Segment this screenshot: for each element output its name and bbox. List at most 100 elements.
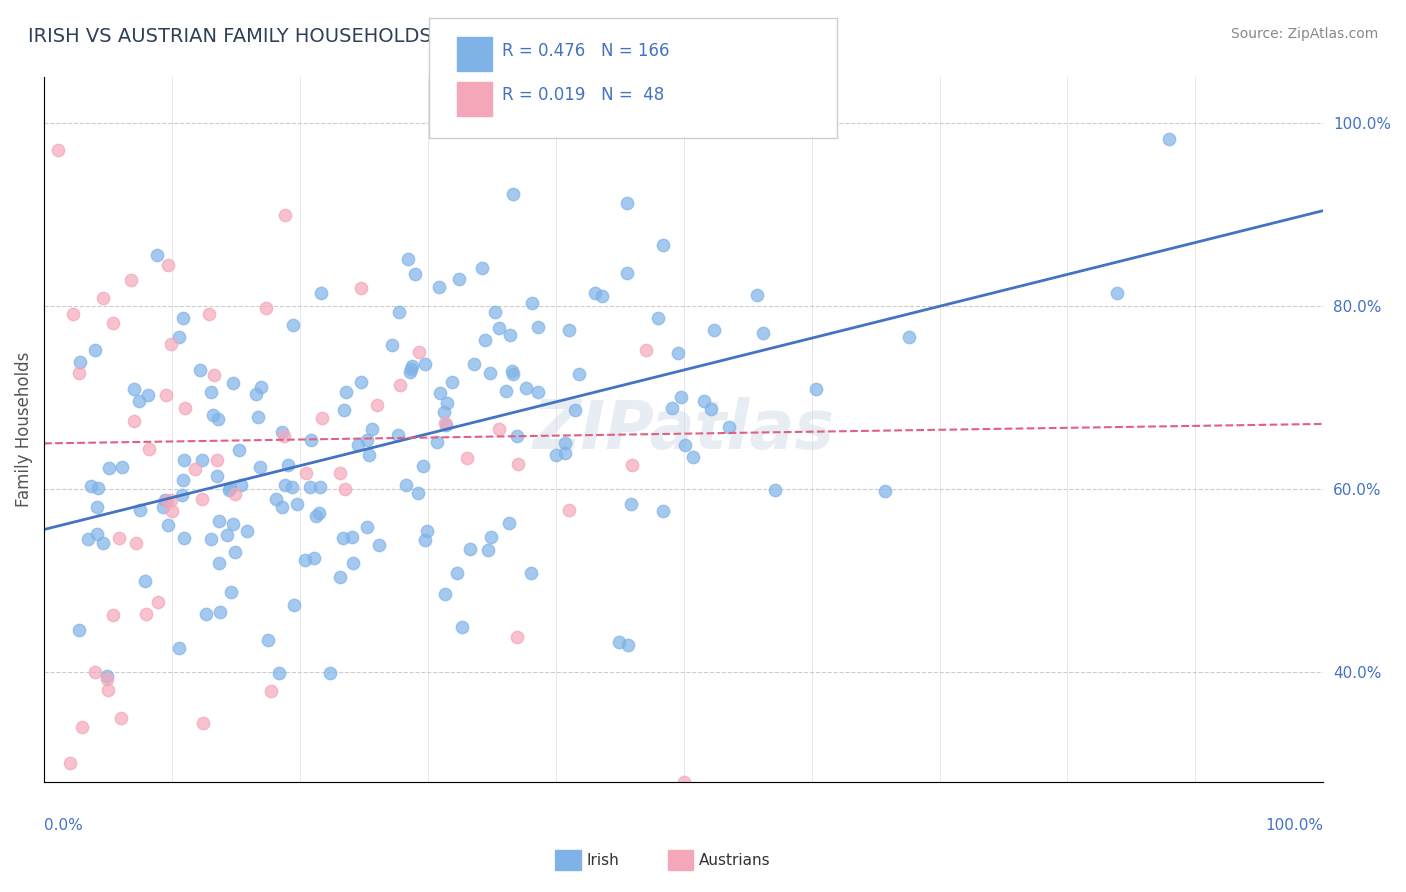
Point — [515, 382, 537, 396]
Point — [554, 446, 576, 460]
Point — [413, 357, 436, 371]
Point — [266, 492, 288, 507]
Point — [107, 531, 129, 545]
Point — [356, 433, 378, 447]
Point — [271, 425, 294, 439]
Point — [86, 500, 108, 515]
Point — [274, 478, 297, 492]
Point — [488, 320, 510, 334]
Point — [96, 669, 118, 683]
Point — [616, 195, 638, 210]
Point — [451, 620, 474, 634]
Point — [84, 665, 107, 679]
Point — [647, 311, 669, 326]
Point — [634, 343, 657, 357]
Point — [506, 429, 529, 443]
Text: Source: ZipAtlas.com: Source: ZipAtlas.com — [1230, 27, 1378, 41]
Text: 100.0%: 100.0% — [1265, 818, 1323, 833]
Point — [277, 458, 299, 472]
Point — [460, 541, 482, 556]
Point — [350, 375, 373, 389]
Point — [520, 566, 543, 581]
Point — [471, 260, 494, 275]
Point — [463, 357, 485, 371]
Point — [155, 492, 177, 507]
Text: ZIPatlas: ZIPatlas — [533, 397, 835, 463]
Point — [433, 404, 456, 418]
Point — [173, 453, 195, 467]
Point — [207, 452, 229, 467]
Point — [501, 364, 523, 378]
Point — [101, 607, 124, 622]
Point — [205, 468, 228, 483]
Point — [387, 428, 409, 442]
Point — [479, 367, 502, 381]
Point — [682, 450, 704, 464]
Point — [84, 343, 107, 357]
Point — [174, 401, 197, 415]
Point — [502, 367, 524, 381]
Point — [72, 720, 94, 734]
Point — [488, 422, 510, 436]
Point — [120, 273, 142, 287]
Point — [129, 503, 152, 517]
Point — [208, 556, 231, 570]
Point — [295, 466, 318, 480]
Point — [138, 442, 160, 457]
Point — [167, 329, 190, 343]
Point — [554, 436, 576, 450]
Point — [564, 402, 586, 417]
Point — [427, 280, 450, 294]
Point — [447, 272, 470, 286]
Point — [271, 500, 294, 514]
Point — [669, 390, 692, 404]
Point — [399, 365, 422, 379]
Point — [356, 519, 378, 533]
Point — [207, 412, 229, 426]
Text: R = 0.019   N =  48: R = 0.019 N = 48 — [502, 87, 664, 104]
Point — [340, 530, 363, 544]
Point — [219, 585, 242, 599]
Point — [820, 98, 842, 112]
Point — [302, 551, 325, 566]
Point — [304, 508, 326, 523]
Point — [283, 598, 305, 612]
Point — [224, 545, 246, 559]
Point — [190, 362, 212, 376]
Point — [208, 606, 231, 620]
Point — [897, 329, 920, 343]
Point — [128, 394, 150, 409]
Point — [1107, 286, 1129, 301]
Point — [404, 267, 426, 281]
Point — [441, 376, 464, 390]
Text: R = 0.476   N = 166: R = 0.476 N = 166 — [502, 42, 669, 60]
Point — [122, 414, 145, 428]
Point — [281, 480, 304, 494]
Point — [215, 528, 238, 542]
Point — [191, 492, 214, 507]
Point — [652, 237, 675, 252]
Point — [155, 493, 177, 508]
Point — [616, 638, 638, 652]
Point — [433, 587, 456, 601]
Point — [360, 422, 382, 436]
Point — [167, 640, 190, 655]
Point — [408, 344, 430, 359]
Point — [672, 774, 695, 789]
Point — [332, 403, 354, 417]
Point — [260, 684, 283, 698]
Point — [256, 633, 278, 648]
Point — [136, 388, 159, 402]
Point — [122, 382, 145, 396]
Point — [332, 531, 354, 545]
Point — [62, 307, 84, 321]
Point — [145, 248, 167, 262]
Point — [508, 458, 530, 472]
Point — [301, 434, 323, 448]
Point — [412, 458, 434, 473]
Point — [309, 480, 332, 494]
Point — [80, 479, 103, 493]
Text: 0.0%: 0.0% — [44, 818, 83, 833]
Point — [583, 285, 606, 300]
Point — [661, 401, 683, 415]
